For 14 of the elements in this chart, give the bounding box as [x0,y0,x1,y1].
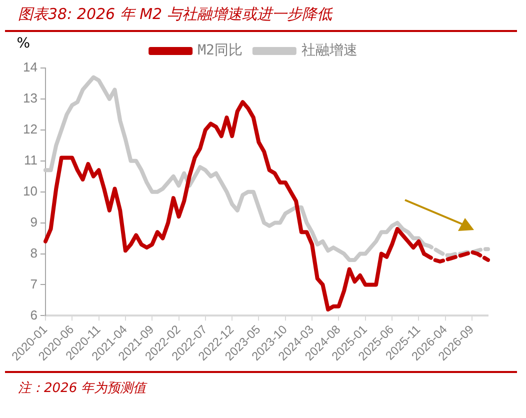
y-tick-label: 7 [30,276,38,292]
y-tick-label: 9 [30,214,38,230]
y-tick-label: 10 [22,183,38,198]
chart-title: 图表38: 2026 年 M2 与社融增速或进一步降低 [18,5,332,24]
y-tick-label: 13 [22,90,38,106]
y-tick-label: 11 [24,152,38,168]
y-tick-label: 8 [30,245,38,260]
legend-label: 社融增速 [301,42,358,59]
text: 注：2026 年为预测值 [18,380,146,398]
y-tick-label: 14 [22,60,38,75]
y-axis-title: % [16,36,30,52]
y-tick-label: 12 [22,121,38,136]
legend-label: M2同比 [198,42,242,59]
y-tick-label: 6 [30,307,38,322]
